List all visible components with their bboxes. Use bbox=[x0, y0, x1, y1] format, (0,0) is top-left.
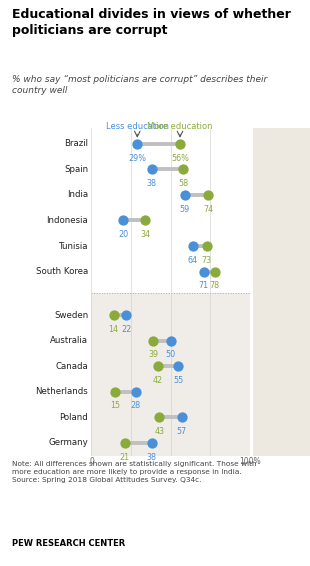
Text: 29%: 29% bbox=[128, 153, 146, 162]
Text: +20: +20 bbox=[254, 165, 274, 174]
Bar bbox=[91, 293, 250, 456]
Text: 56%: 56% bbox=[171, 153, 189, 162]
Text: +27: +27 bbox=[254, 139, 274, 148]
Text: % who say “most politicians are corrupt” describes their
country well: % who say “most politicians are corrupt”… bbox=[12, 75, 268, 95]
Text: Germany: Germany bbox=[49, 438, 88, 447]
Text: 42: 42 bbox=[153, 376, 163, 385]
Text: 15: 15 bbox=[110, 401, 120, 410]
Text: Less education: Less education bbox=[106, 122, 169, 131]
Text: 38: 38 bbox=[147, 179, 157, 188]
Point bbox=[122, 438, 127, 447]
Text: Note: All differences shown are statistically significant. Those with
more educa: Note: All differences shown are statisti… bbox=[12, 461, 257, 483]
Point bbox=[121, 216, 126, 225]
Text: India: India bbox=[67, 190, 88, 199]
Bar bbox=[91, 128, 250, 293]
Text: 28: 28 bbox=[131, 401, 141, 410]
Text: 38: 38 bbox=[147, 453, 157, 461]
Text: -11: -11 bbox=[254, 336, 271, 345]
Text: Spain: Spain bbox=[64, 165, 88, 174]
Text: 57: 57 bbox=[176, 427, 187, 436]
Point bbox=[151, 336, 156, 345]
Text: 20: 20 bbox=[118, 230, 128, 239]
Text: 73: 73 bbox=[202, 256, 212, 265]
Point bbox=[149, 438, 154, 447]
Text: 14: 14 bbox=[108, 325, 119, 334]
Text: 50: 50 bbox=[166, 350, 175, 359]
Text: -14: -14 bbox=[254, 413, 271, 422]
Text: 58: 58 bbox=[178, 179, 188, 188]
Text: Brazil: Brazil bbox=[64, 139, 88, 148]
Point bbox=[212, 267, 217, 276]
Text: 55: 55 bbox=[173, 376, 184, 385]
Text: Australia: Australia bbox=[50, 336, 88, 345]
Point bbox=[206, 190, 211, 199]
Point bbox=[143, 216, 148, 225]
Point bbox=[111, 311, 116, 320]
Text: 21: 21 bbox=[120, 453, 130, 461]
Text: 22: 22 bbox=[121, 325, 131, 334]
Point bbox=[179, 413, 184, 422]
Text: More education: More education bbox=[147, 122, 213, 131]
Text: 74: 74 bbox=[203, 205, 214, 213]
Point bbox=[124, 311, 129, 320]
Point bbox=[113, 387, 118, 396]
Text: -17: -17 bbox=[254, 438, 271, 447]
Text: Indonesia: Indonesia bbox=[46, 216, 88, 225]
Point bbox=[204, 242, 209, 251]
Text: Canada: Canada bbox=[55, 362, 88, 371]
Point bbox=[201, 267, 206, 276]
Point bbox=[168, 336, 173, 345]
Text: 71: 71 bbox=[199, 281, 209, 290]
Point bbox=[178, 139, 183, 148]
Text: 78: 78 bbox=[210, 281, 220, 290]
Point bbox=[181, 165, 186, 174]
Text: +9: +9 bbox=[254, 242, 268, 251]
Point bbox=[176, 362, 181, 371]
Text: Netherlands: Netherlands bbox=[36, 387, 88, 396]
Text: 59: 59 bbox=[179, 205, 190, 213]
Text: Tunisia: Tunisia bbox=[59, 242, 88, 251]
Text: +14: +14 bbox=[254, 216, 274, 225]
Point bbox=[133, 387, 138, 396]
Text: Educational divides in views of whether
politicians are corrupt: Educational divides in views of whether … bbox=[12, 8, 291, 37]
Text: 64: 64 bbox=[188, 256, 198, 265]
Text: +15: +15 bbox=[254, 190, 274, 199]
Point bbox=[149, 165, 154, 174]
Text: Poland: Poland bbox=[60, 413, 88, 422]
Text: South Korea: South Korea bbox=[36, 267, 88, 276]
Text: 34: 34 bbox=[140, 230, 150, 239]
Text: +7: +7 bbox=[254, 267, 268, 276]
Point bbox=[182, 190, 187, 199]
Text: 43: 43 bbox=[154, 427, 164, 436]
Text: -13: -13 bbox=[254, 362, 271, 371]
Text: PEW RESEARCH CENTER: PEW RESEARCH CENTER bbox=[12, 539, 126, 548]
Text: 39: 39 bbox=[148, 350, 158, 359]
Text: Sweden: Sweden bbox=[54, 311, 88, 320]
Point bbox=[155, 362, 160, 371]
Point bbox=[190, 242, 195, 251]
Text: -8: -8 bbox=[254, 311, 264, 320]
Text: Diff: Diff bbox=[254, 130, 273, 139]
Point bbox=[135, 139, 140, 148]
Text: -13: -13 bbox=[254, 387, 271, 396]
Point bbox=[157, 413, 162, 422]
